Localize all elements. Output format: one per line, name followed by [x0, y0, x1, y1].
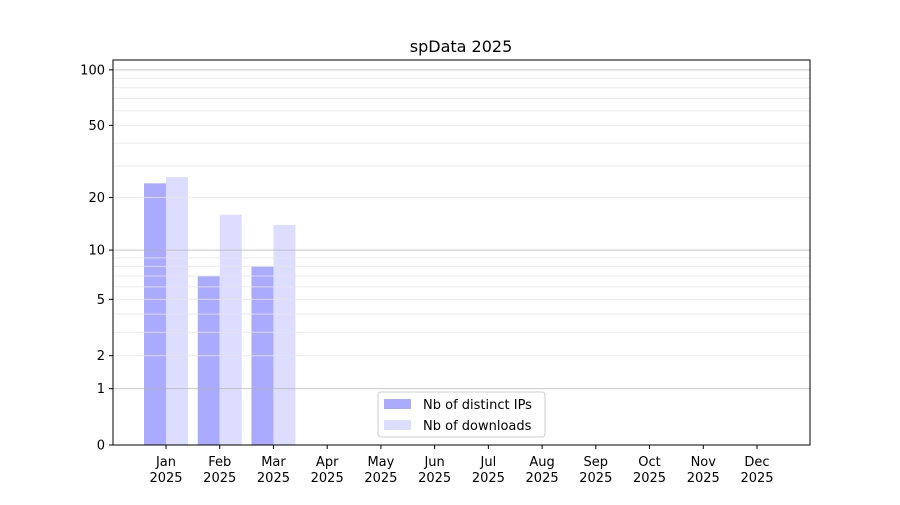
x-tick-label: Apr — [316, 455, 339, 470]
legend-box — [377, 391, 546, 438]
x-tick-label: 2025 — [311, 471, 344, 486]
x-tick-label: Aug — [529, 455, 554, 470]
x-tick-label: May — [367, 455, 394, 470]
x-tick-label: Jul — [480, 455, 497, 470]
y-tick-label: 20 — [88, 191, 105, 206]
chart-title: spData 2025 — [410, 37, 513, 56]
x-tick-label: 2025 — [203, 471, 236, 486]
y-tick-label: 1 — [97, 382, 105, 397]
x-tick-label: Mar — [261, 455, 286, 470]
y-tick-label: 10 — [88, 244, 105, 259]
bar-downloads — [166, 177, 188, 445]
legend-swatch — [384, 399, 411, 409]
x-tick-label: 2025 — [526, 471, 559, 486]
x-tick-label: Nov — [691, 455, 717, 470]
y-tick-label: 100 — [80, 63, 105, 78]
y-tick-label: 0 — [97, 439, 105, 454]
x-tick-label: Oct — [638, 455, 660, 470]
legend-label: Nb of downloads — [423, 419, 532, 434]
legend-label: Nb of distinct IPs — [423, 398, 532, 413]
x-tick-label: Sep — [584, 455, 609, 470]
x-tick-label: Dec — [744, 455, 769, 470]
x-tick-label: 2025 — [740, 471, 773, 486]
x-tick-label: 2025 — [364, 471, 397, 486]
legend-swatch — [384, 420, 411, 430]
x-tick-label: 2025 — [472, 471, 505, 486]
x-tick-label: 2025 — [418, 471, 451, 486]
x-tick-label: Jun — [423, 455, 444, 470]
x-tick-label: 2025 — [257, 471, 290, 486]
y-tick-label: 5 — [97, 293, 105, 308]
bar-downloads — [273, 224, 296, 445]
bar-distinct-ips — [197, 275, 220, 445]
x-tick-label: 2025 — [633, 471, 666, 486]
x-tick-label: Feb — [208, 455, 231, 470]
x-tick-label: 2025 — [579, 471, 612, 486]
y-tick-label: 50 — [88, 119, 105, 134]
x-tick-label: Jan — [155, 455, 176, 470]
plot-frame — [112, 59, 811, 446]
x-tick-label: 2025 — [687, 471, 720, 486]
y-tick-label: 2 — [97, 349, 105, 364]
bar-downloads — [219, 214, 242, 445]
x-tick-label: 2025 — [149, 471, 182, 486]
